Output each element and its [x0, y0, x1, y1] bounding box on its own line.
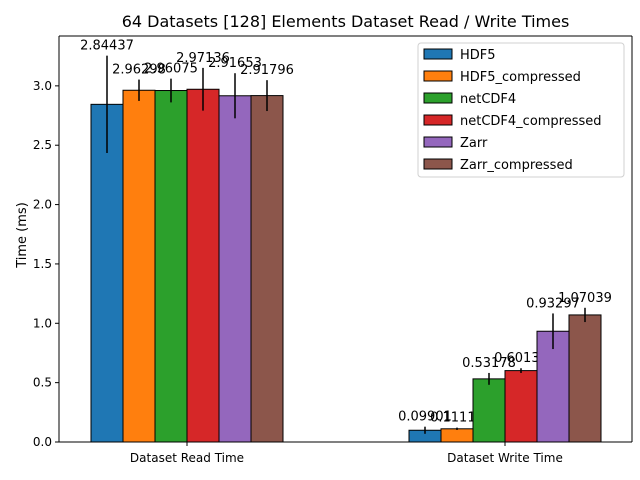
y-tick-label: 1.0 — [33, 316, 52, 330]
legend-swatch — [423, 48, 453, 60]
legend: HDF5 HDF5_compressed netCDF4 netCDF4_compre… — [417, 42, 625, 178]
legend-swatch — [423, 136, 453, 148]
bar — [218, 95, 252, 443]
bar-value-label: 2.96298 — [112, 63, 166, 78]
x-tick-label: Dataset Read Time — [130, 451, 244, 465]
bar — [154, 90, 188, 443]
legend-frame — [417, 42, 625, 178]
legend-swatch — [423, 158, 453, 170]
bar-value-label: 2.97136 — [176, 51, 230, 66]
bar — [122, 89, 156, 443]
bar-value-label: 0.93297 — [526, 296, 580, 311]
bar-value-label: 0.11119 — [430, 411, 484, 426]
bar — [472, 378, 506, 443]
bar — [440, 428, 474, 443]
bar-value-label: 2.96075 — [144, 62, 198, 77]
legend-label: HDF5_compressed — [460, 70, 581, 85]
bar-value-label: 1.07039 — [558, 291, 612, 306]
y-axis-label: Time (ms) — [15, 202, 30, 269]
bar-value-label: 0.09901 — [398, 410, 452, 425]
bar-value-label: 2.91796 — [240, 63, 294, 78]
bar — [536, 330, 570, 443]
bar-value-label: 0.53178 — [462, 356, 516, 371]
legend-swatch — [423, 70, 453, 82]
y-tick-label: 1.5 — [33, 257, 52, 271]
bar — [186, 88, 220, 443]
bar-value-label: 0.60138 — [494, 351, 548, 366]
legend-label: Zarr — [460, 136, 488, 151]
legend-label: netCDF4 — [460, 92, 516, 107]
legend-label: HDF5 — [460, 48, 496, 63]
chart-title: 64 Datasets [128] Elements Dataset Read … — [122, 12, 570, 31]
bar — [250, 95, 284, 443]
bar-value-label: 2.84437 — [80, 39, 134, 54]
y-tick-label: 2.5 — [33, 138, 52, 152]
bar-value-label: 2.91653 — [208, 56, 262, 71]
bar — [90, 103, 124, 443]
plot-area: 0.0 0.5 1.0 1.5 2.0 2.5 3.0 Dataset Read Time Da… — [33, 35, 633, 465]
legend-label: Zarr_compressed — [460, 158, 573, 173]
bar — [568, 314, 602, 443]
y-tick-label: 0.5 — [33, 376, 52, 390]
legend-swatch — [423, 92, 453, 104]
legend-label: netCDF4_compressed — [460, 114, 602, 129]
bar — [504, 370, 538, 443]
x-tick-label: Dataset Write Time — [447, 451, 563, 465]
y-tick-label: 0.0 — [33, 435, 52, 449]
y-tick-label: 2.0 — [33, 198, 52, 212]
legend-swatch — [423, 114, 453, 126]
y-tick-label: 3.0 — [33, 79, 52, 93]
